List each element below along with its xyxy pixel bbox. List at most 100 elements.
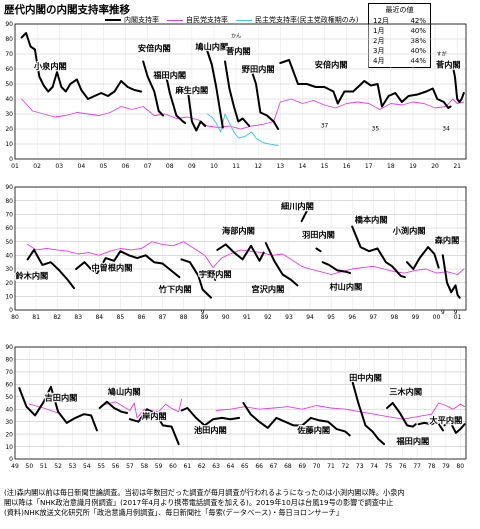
cabinet-support-line bbox=[321, 261, 352, 275]
x-tick-label: 96 bbox=[348, 314, 356, 321]
x-tick-label: 69 bbox=[298, 463, 306, 470]
x-tick-label: 15 bbox=[321, 163, 329, 170]
cabinet-label: 田中内閣 bbox=[349, 373, 382, 383]
cabinet-support-line bbox=[386, 402, 417, 428]
recent-row: 12月 42% bbox=[371, 16, 428, 26]
x-tick-label: 80 bbox=[456, 463, 464, 470]
x-tick-label: 18 bbox=[387, 163, 395, 170]
cabinet-support-line bbox=[26, 248, 75, 290]
cabinet-support-line bbox=[279, 59, 452, 109]
x-tick-label: 81 bbox=[32, 314, 40, 321]
cabinet-support-line bbox=[20, 32, 142, 100]
x-tick-label: 94 bbox=[306, 314, 314, 321]
y-tick-label: 10 bbox=[5, 294, 13, 301]
x-tick-label: 51 bbox=[40, 463, 48, 470]
x-tick-label: 21 bbox=[453, 163, 461, 170]
cabinet-label: 羽田内閣 bbox=[302, 230, 335, 240]
x-tick-label: 66 bbox=[255, 463, 263, 470]
x-tick-label: 82 bbox=[53, 314, 61, 321]
x-tick-label: 76 bbox=[399, 463, 407, 470]
footnote-line: 閣以降は「NHK政治意識月例調査」(2017年4月より携帯電話調査を加える)。2… bbox=[4, 498, 394, 507]
x-tick-label: 78 bbox=[428, 463, 436, 470]
x-tick-label: 97 bbox=[369, 314, 377, 321]
low-value-label: 34 bbox=[442, 127, 450, 133]
cabinet-label: 佐藤内閣 bbox=[296, 425, 330, 435]
cabinet-label: 鈴木内閣 bbox=[15, 271, 48, 281]
y-tick-label: 10 bbox=[5, 141, 13, 148]
legend-item-ldp: 自民党支持率 bbox=[167, 15, 228, 25]
y-tick-label: 40 bbox=[5, 96, 13, 103]
cabinet-support-line bbox=[242, 402, 351, 437]
y-tick-label: 0 bbox=[9, 156, 13, 163]
recent-value: 44% bbox=[410, 57, 426, 65]
cabinet-label: 宮沢内閣 bbox=[252, 284, 285, 294]
y-tick-label: 50 bbox=[5, 394, 13, 401]
cabinet-label: 菅内閣 bbox=[226, 46, 251, 56]
y-tick-label: 50 bbox=[5, 81, 13, 88]
cabinet-label: 宇野内閣 bbox=[199, 269, 232, 279]
recent-row: 2月 38% bbox=[371, 36, 428, 46]
legend-label: 自民党支持率 bbox=[186, 16, 228, 24]
footnote: (注)森内閣以前は毎日新聞世論調査。当初は年数回だった調査が毎月調査が行われるよ… bbox=[4, 488, 478, 518]
cabinet-label: 野田内閣 bbox=[242, 64, 275, 74]
x-tick-label: 01 bbox=[454, 314, 462, 321]
y-tick-label: 0 bbox=[9, 307, 13, 314]
y-tick-label: 70 bbox=[5, 51, 13, 58]
legend-label: 民主党支持率(民主党政権期のみ) bbox=[255, 16, 359, 24]
x-tick-label: 63 bbox=[212, 463, 220, 470]
x-tick-label: 72 bbox=[342, 463, 350, 470]
x-tick-label: 49 bbox=[11, 463, 19, 470]
cabinet-support-line bbox=[264, 242, 299, 287]
x-tick-label: 74 bbox=[370, 463, 378, 470]
x-tick-label: 68 bbox=[284, 463, 292, 470]
legend-item-dpj: 民主党支持率(民主党政権期のみ) bbox=[236, 15, 358, 25]
legend: 内閣支持率 自民党支持率 民主党支持率(民主党政権期のみ) bbox=[105, 15, 358, 25]
ldp-support-line bbox=[100, 398, 183, 419]
y-tick-label: 70 bbox=[5, 369, 13, 376]
x-tick-label: 57 bbox=[126, 463, 134, 470]
cabinet-label: 鳩山内閣 bbox=[108, 386, 141, 396]
cabinet-label: 村山内閣 bbox=[328, 282, 362, 292]
y-tick-label: 80 bbox=[5, 198, 13, 205]
plot-frame bbox=[14, 23, 467, 160]
footnote-line: (注)森内閣以前は毎日新聞世論調査。当初は年数回だった調査が毎月調査が行われるよ… bbox=[4, 488, 405, 497]
cabinet-support-line bbox=[186, 86, 207, 132]
x-tick-label: 84 bbox=[95, 314, 103, 321]
cabinet-label: 安倍内閣 bbox=[138, 43, 171, 53]
recent-values-box: 最近の値 12月 42% 1月 40% 2月 38% 3月 40% 4月 44% bbox=[368, 3, 431, 68]
y-tick-label: 40 bbox=[5, 406, 13, 413]
recent-month: 2月 bbox=[373, 37, 385, 45]
cabinet-label: 森内閣 bbox=[435, 235, 460, 245]
cabinet-support-line bbox=[406, 246, 440, 270]
x-tick-label: 89 bbox=[201, 314, 209, 321]
x-tick-label: 62 bbox=[198, 463, 206, 470]
y-tick-label: 40 bbox=[5, 253, 13, 260]
cabinet-support-line bbox=[451, 65, 465, 103]
y-tick-label: 20 bbox=[5, 280, 13, 287]
plot-frame bbox=[14, 186, 467, 311]
cabinet-label: 鳩山内閣 bbox=[195, 42, 228, 52]
recent-month: 4月 bbox=[373, 57, 385, 65]
ruby-label: すが bbox=[437, 51, 447, 58]
cabinet-support-line bbox=[443, 420, 466, 434]
cabinet-support-line bbox=[216, 243, 265, 262]
cabinet-label: 海部内閣 bbox=[222, 225, 255, 235]
x-tick-label: 04 bbox=[78, 163, 86, 170]
y-tick-label: 30 bbox=[5, 419, 13, 426]
x-tick-label: 70 bbox=[313, 463, 321, 470]
x-tick-label: 53 bbox=[69, 463, 77, 470]
cabinet-label: 吉田内閣 bbox=[45, 393, 78, 403]
x-tick-label: 91 bbox=[243, 314, 251, 321]
chart-1949-1980: 0 10 20 30 40 50 60 70 80 90 49 50 51 52 53 54 55 56 57 58 5… bbox=[5, 344, 467, 470]
cabinet-support-line bbox=[351, 225, 406, 279]
cabinet-support-line bbox=[441, 254, 461, 299]
cabinet-label: 小渕内閣 bbox=[392, 225, 426, 235]
x-tick-label: 99 bbox=[412, 314, 420, 321]
x-tick-label: 59 bbox=[155, 463, 163, 470]
y-tick-label: 60 bbox=[5, 382, 13, 389]
y-tick-label: 80 bbox=[5, 36, 13, 43]
cabinet-support-line bbox=[142, 60, 165, 117]
low-value-label: 9 bbox=[201, 310, 205, 316]
recent-row: 3月 40% bbox=[371, 46, 428, 56]
x-tick-label: 77 bbox=[413, 463, 421, 470]
